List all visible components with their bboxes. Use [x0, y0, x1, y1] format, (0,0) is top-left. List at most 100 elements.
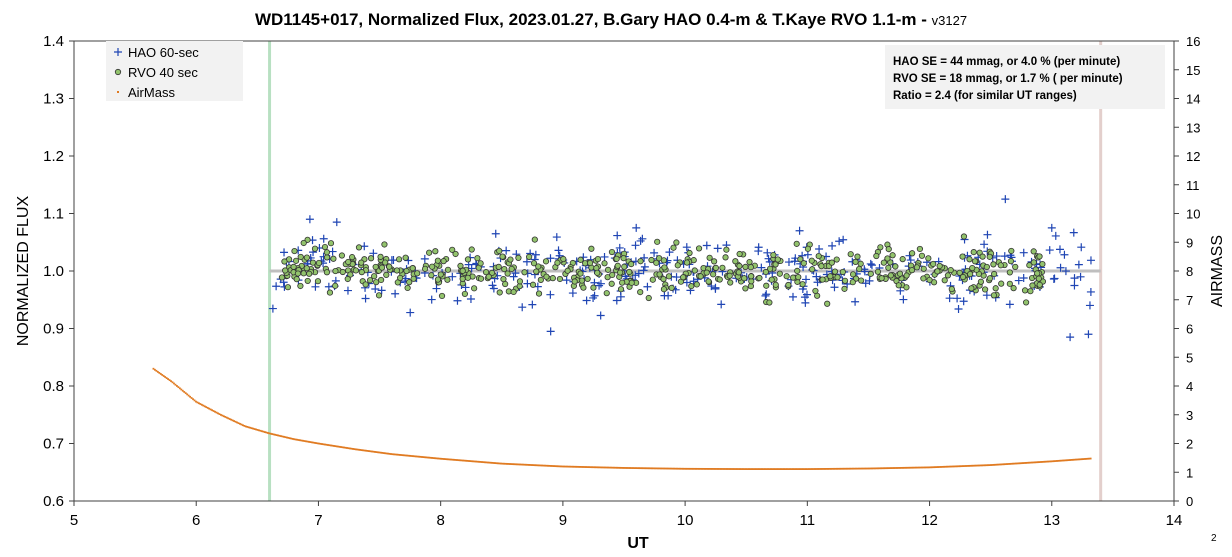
airmass-point	[1072, 458, 1074, 461]
legend-label-rvo: RVO 40 sec	[128, 65, 198, 80]
airmass-point	[730, 468, 733, 470]
hao-point	[595, 281, 604, 290]
airmass-point	[969, 464, 972, 467]
rvo-point	[795, 274, 802, 281]
hao-point	[866, 259, 875, 268]
rvo-point	[577, 256, 584, 263]
rvo-point	[892, 263, 899, 270]
airmass-point	[161, 374, 164, 376]
airmass-point	[511, 463, 514, 466]
airmass-point	[874, 467, 876, 470]
rvo-point	[471, 285, 478, 292]
airmass-point	[723, 468, 725, 470]
airmass-point	[440, 457, 442, 460]
airmass-point	[340, 446, 343, 448]
airmass-point	[269, 432, 272, 435]
rvo-point	[968, 285, 975, 292]
rvo-point	[477, 275, 485, 282]
rvo-point	[981, 286, 989, 293]
airmass-point	[1014, 462, 1017, 465]
airmass-point	[203, 405, 206, 408]
airmass-point	[929, 466, 932, 469]
airmass-point	[620, 466, 623, 469]
y-tick-label: 0.6	[43, 493, 64, 510]
airmass-point	[250, 427, 253, 430]
rvo-point	[648, 256, 655, 264]
airmass-point	[687, 467, 690, 470]
airmass-point	[438, 457, 441, 460]
rvo-point	[521, 269, 528, 276]
hao-point	[280, 248, 289, 257]
hao-point	[992, 252, 1001, 261]
airmass-point	[231, 419, 234, 422]
rvo-point	[619, 279, 626, 286]
hao-point	[615, 243, 624, 252]
airmass-point	[887, 467, 890, 470]
airmass-point	[792, 468, 794, 470]
airmass-point	[391, 453, 394, 456]
airmass-point	[165, 377, 168, 379]
x-tick-label: 13	[1043, 512, 1060, 529]
rvo-point	[670, 244, 677, 251]
airmass-point	[651, 467, 654, 470]
hao-point	[406, 308, 415, 317]
legend-marker-rvo	[114, 68, 122, 76]
airmass-point	[679, 467, 681, 470]
airmass-point	[847, 467, 850, 470]
legend-label-airmass: AirMass	[128, 85, 175, 100]
airmass-point	[156, 370, 159, 373]
rvo-point	[856, 265, 863, 273]
airmass-point	[566, 465, 568, 468]
hao-point	[636, 236, 645, 245]
rvo-point	[349, 254, 356, 261]
airmass-point	[1079, 458, 1082, 461]
x-tick-label: 14	[1166, 512, 1183, 529]
airmass-point	[542, 464, 545, 467]
airmass-point	[957, 465, 960, 468]
airmass-point	[164, 376, 167, 378]
airmass-point	[664, 467, 667, 470]
airmass-point	[1020, 462, 1023, 465]
hao-point	[830, 283, 839, 292]
rvo-point	[797, 256, 804, 263]
rvo-point	[304, 277, 311, 285]
airmass-point	[608, 466, 611, 469]
airmass-point	[539, 464, 542, 467]
y2-tick-label: 14	[1186, 92, 1200, 107]
airmass-point	[734, 468, 737, 470]
rvo-point	[654, 238, 661, 245]
airmass-point	[202, 404, 205, 407]
airmass-point	[946, 465, 948, 468]
airmass-point	[208, 407, 211, 410]
rvo-point	[747, 264, 754, 271]
rvo-point	[613, 255, 620, 262]
airmass-point	[363, 449, 366, 452]
airmass-point	[334, 445, 337, 448]
airmass-point	[513, 463, 516, 466]
airmass-point	[1076, 458, 1079, 461]
airmass-point	[833, 467, 835, 470]
rvo-point	[542, 258, 550, 265]
airmass-point	[280, 435, 282, 438]
airmass-point	[569, 465, 571, 468]
airmass-point	[187, 394, 190, 397]
x-tick-label: 6	[192, 512, 200, 529]
airmass-point	[652, 467, 655, 470]
airmass-point	[264, 431, 266, 433]
airmass-point	[1070, 459, 1073, 461]
airmass-point	[371, 450, 373, 453]
hao-point	[523, 279, 532, 288]
rvo-point	[673, 239, 680, 246]
airmass-point	[302, 439, 304, 442]
rvo-point	[477, 260, 484, 267]
y2-tick-label: 13	[1186, 120, 1200, 135]
rvo-point	[880, 259, 887, 266]
airmass-point	[658, 467, 661, 470]
rvo-point	[977, 278, 985, 285]
hao-point	[616, 292, 625, 301]
airmass-point	[915, 466, 918, 469]
airmass-point	[718, 468, 721, 470]
rvo-point	[496, 247, 503, 255]
rvo-point	[590, 284, 597, 291]
airmass-point	[1056, 460, 1058, 462]
